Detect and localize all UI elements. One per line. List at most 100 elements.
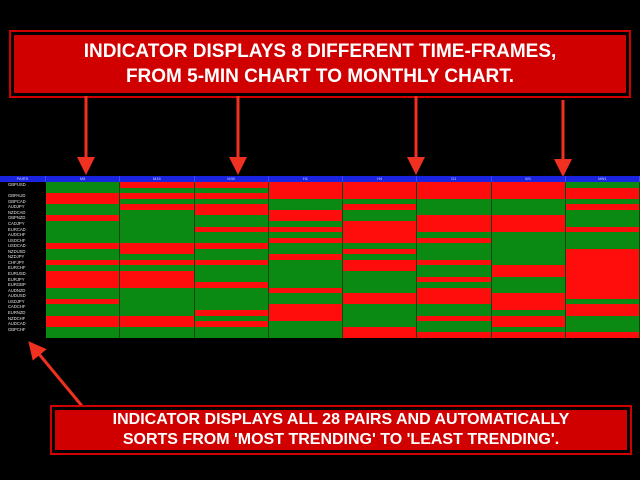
trend-cell-down: [120, 276, 195, 283]
trend-cell-down: [565, 259, 640, 266]
pair-label: GBPCAD: [0, 198, 46, 205]
trend-cell-down: [194, 282, 269, 288]
top-caption-banner: INDICATOR DISPLAYS 8 DIFFERENT TIME-FRAM…: [9, 30, 631, 98]
trend-cell-up: [565, 232, 640, 238]
trend-cell-up: [194, 265, 269, 271]
trend-cell-up: [343, 243, 418, 249]
trend-cell-up: [194, 315, 269, 322]
trend-cell-up: [194, 198, 269, 205]
trend-cell-down: [565, 226, 640, 233]
trend-cell-up: [46, 226, 121, 233]
trend-cell-down: [268, 254, 343, 260]
trend-cell-up: [194, 276, 269, 283]
trend-cell-down: [565, 293, 640, 299]
trend-cell-down: [491, 298, 566, 305]
trend-cell-up: [343, 315, 418, 322]
trend-cell-down: [268, 193, 343, 199]
trend-cell-down: [120, 321, 195, 327]
pair-label: AUDJPY: [0, 204, 46, 210]
trend-cell-down: [46, 298, 121, 305]
trend-cell-up: [46, 232, 121, 238]
trend-cell-down: [343, 232, 418, 238]
trend-cell-up: [120, 198, 195, 205]
trend-cell-up: [194, 248, 269, 255]
trend-cell-up: [46, 187, 121, 194]
trend-cell-down: [120, 193, 195, 199]
top-caption-line-1: INDICATOR DISPLAYS 8 DIFFERENT TIME-FRAM…: [83, 41, 557, 62]
trend-cell-up: [46, 209, 121, 216]
trend-cell-up: [194, 271, 269, 277]
trend-cell-up: [120, 254, 195, 260]
trend-cell-down: [268, 309, 343, 316]
trend-cell-down: [565, 204, 640, 210]
trend-cell-up: [268, 232, 343, 238]
trend-cell-down: [565, 309, 640, 316]
trend-cell-up: [565, 321, 640, 327]
trend-cell-up: [120, 209, 195, 216]
trend-cell-down: [46, 321, 121, 327]
trend-cell-up: [417, 282, 492, 288]
trend-cell-up: [491, 309, 566, 316]
trend-cell-down: [565, 187, 640, 194]
trend-cell-up: [120, 298, 195, 305]
pair-label: CHFJPY: [0, 259, 46, 266]
trend-cell-up: [268, 198, 343, 205]
trend-cell-down: [194, 309, 269, 316]
trend-cell-down: [46, 215, 121, 221]
trend-cell-up: [194, 215, 269, 221]
trend-cell-up: [565, 243, 640, 249]
trend-cell-down: [491, 193, 566, 199]
trend-cell-up: [120, 332, 195, 338]
timeframe-header-m15: M15: [120, 176, 195, 182]
trend-cell-up: [343, 209, 418, 216]
trend-cell-up: [268, 265, 343, 271]
trend-cell-down: [417, 237, 492, 244]
trend-cell-up: [565, 209, 640, 216]
trend-cell-down: [343, 226, 418, 233]
trend-cell-down: [417, 259, 492, 266]
trend-cell-down: [565, 193, 640, 199]
trend-cell-down: [417, 220, 492, 227]
pair-label: CADCHF: [0, 304, 46, 310]
timeframe-header-mn1: MN1: [565, 176, 640, 182]
trend-cell-up: [565, 298, 640, 305]
trend-cell-up: [120, 215, 195, 221]
trend-cell-down: [46, 198, 121, 205]
trend-cell-up: [268, 243, 343, 249]
pair-label: AUDNZD: [0, 287, 46, 294]
trend-cell-up: [343, 276, 418, 283]
trend-cell-down: [491, 265, 566, 271]
trend-cell-up: [120, 265, 195, 271]
trend-cell-up: [268, 293, 343, 299]
trend-cell-down: [343, 293, 418, 299]
trend-cell-up: [268, 321, 343, 327]
trend-cell-down: [491, 215, 566, 221]
trend-cell-up: [120, 232, 195, 238]
trend-cell-up: [120, 309, 195, 316]
trend-cell-down: [46, 271, 121, 277]
trend-cell-down: [343, 204, 418, 210]
trend-cell-down: [417, 226, 492, 233]
trend-cell-down: [268, 237, 343, 244]
trend-cell-down: [491, 321, 566, 327]
pair-label: NZDUSD: [0, 248, 46, 255]
trend-cell-down: [417, 298, 492, 305]
trend-cell-up: [46, 293, 121, 299]
trend-cell-down: [268, 209, 343, 216]
trend-cell-down: [491, 315, 566, 322]
trend-cell-up: [194, 332, 269, 338]
trend-cell-down: [565, 276, 640, 283]
trend-cell-down: [417, 182, 492, 188]
trend-cell-down: [120, 204, 195, 210]
trend-cell-down: [491, 226, 566, 233]
trend-cell-up: [491, 232, 566, 238]
trend-cell-up: [417, 271, 492, 277]
trend-cell-down: [120, 315, 195, 322]
pair-label: NZDCAD: [0, 209, 46, 216]
trend-cell-down: [120, 259, 195, 266]
trend-cell-up: [268, 248, 343, 255]
trend-cell-up: [46, 332, 121, 338]
least-trending-label: 'LEAST TRENDING': [406, 431, 555, 448]
pair-label: NZDCHF: [0, 315, 46, 322]
